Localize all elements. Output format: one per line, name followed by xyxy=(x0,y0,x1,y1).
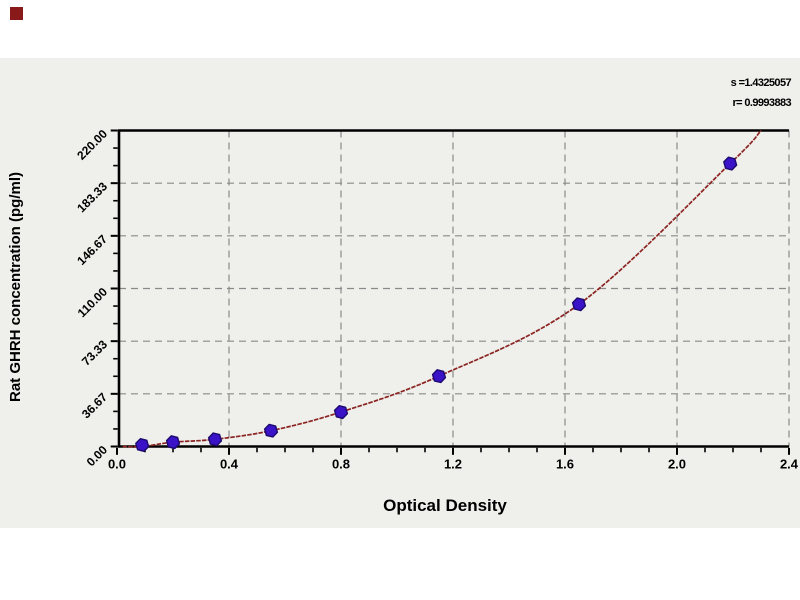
data-point xyxy=(431,369,447,384)
x-tick-label: 0.0 xyxy=(108,457,126,472)
stat-r-value: r= 0.9993883 xyxy=(732,97,791,109)
y-tick-label: 73.33 xyxy=(79,337,110,368)
data-point xyxy=(207,432,223,447)
y-tick-label: 110.00 xyxy=(75,284,111,320)
corner-red-square xyxy=(10,7,23,20)
chart-panel xyxy=(0,58,800,528)
x-tick-label: 1.2 xyxy=(444,457,462,472)
data-point xyxy=(263,423,279,438)
chart-generated-layer: 0.0 0.4 0.8 1.2 1.6 2.0 2.4 0.00 36.67 73.33 110.0… xyxy=(74,126,799,471)
y-axis-title: Rat GHRH concentration (pg/ml) xyxy=(7,172,24,402)
data-point xyxy=(333,405,349,420)
fit-curve xyxy=(122,129,762,448)
y-tick-label: 146.67 xyxy=(74,232,110,268)
x-axis-title: Optical Density xyxy=(383,496,507,515)
data-point xyxy=(135,438,150,452)
x-tick-label: 2.0 xyxy=(668,457,686,472)
data-point xyxy=(723,156,738,171)
x-tick-label: 0.4 xyxy=(220,457,239,472)
y-tick-label: 36.67 xyxy=(79,390,110,421)
data-point xyxy=(571,297,587,312)
y-tick-label: 0.00 xyxy=(84,442,111,469)
y-tick-label: 220.00 xyxy=(74,126,110,162)
x-tick-label: 2.4 xyxy=(780,457,799,472)
y-tick-label: 183.33 xyxy=(74,179,110,215)
x-tick-label: 1.6 xyxy=(556,457,574,472)
stat-s-value: s =1.4325057 xyxy=(731,77,792,89)
x-tick-label: 0.8 xyxy=(332,457,350,472)
data-point xyxy=(165,435,181,450)
